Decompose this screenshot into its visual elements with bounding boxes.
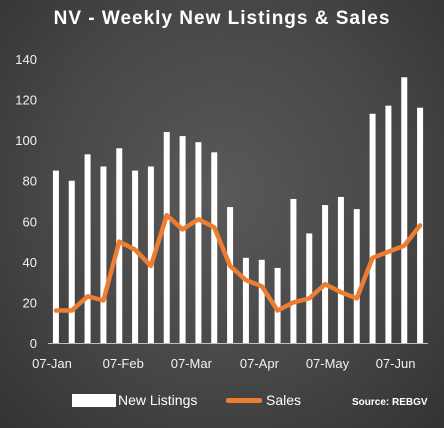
bar-new-listings bbox=[306, 233, 313, 343]
point-sales bbox=[70, 309, 74, 313]
source-note: Source: REBGV bbox=[352, 397, 428, 408]
point-sales bbox=[133, 248, 137, 252]
point-sales bbox=[323, 282, 327, 286]
legend: New Listings Sales bbox=[0, 392, 444, 414]
x-tick-label: 07-Jun bbox=[376, 356, 416, 371]
bar-new-listings bbox=[147, 166, 154, 343]
bar-new-listings bbox=[163, 132, 170, 343]
point-sales bbox=[54, 309, 58, 313]
bar-new-listings bbox=[290, 198, 297, 343]
point-sales bbox=[196, 217, 200, 221]
point-sales bbox=[339, 290, 343, 294]
point-sales bbox=[418, 223, 422, 227]
bar-new-listings bbox=[274, 267, 281, 343]
x-tick-label: 07-Apr bbox=[240, 356, 280, 371]
y-tick-label: 80 bbox=[23, 174, 37, 189]
bar-new-listings bbox=[227, 207, 234, 343]
bar-new-listings bbox=[337, 196, 344, 343]
bar-new-listings bbox=[179, 136, 186, 343]
point-sales bbox=[165, 213, 169, 217]
point-sales bbox=[117, 240, 121, 244]
x-tick-label: 07-May bbox=[306, 356, 350, 371]
point-sales bbox=[371, 256, 375, 260]
point-sales bbox=[212, 225, 216, 229]
y-tick-label: 40 bbox=[23, 255, 37, 270]
bar-new-listings bbox=[322, 205, 329, 343]
bar-new-listings bbox=[52, 170, 59, 343]
point-sales bbox=[181, 227, 185, 231]
chart-title: NV - Weekly New Listings & Sales bbox=[53, 8, 391, 29]
y-tick-label: 0 bbox=[30, 336, 37, 351]
bar-new-listings bbox=[84, 154, 91, 343]
point-sales bbox=[101, 298, 105, 302]
x-tick-label: 07-Mar bbox=[171, 356, 213, 371]
y-tick-label: 140 bbox=[15, 52, 37, 67]
bar-new-listings bbox=[68, 180, 75, 343]
legend-label-sales: Sales bbox=[266, 392, 302, 408]
point-sales bbox=[228, 264, 232, 268]
legend-item-new-listings: New Listings bbox=[72, 392, 197, 408]
point-sales bbox=[149, 264, 153, 268]
x-tick-label: 07-Feb bbox=[103, 356, 144, 371]
legend-item-sales: Sales bbox=[226, 392, 301, 408]
bar-new-listings bbox=[258, 259, 265, 343]
legend-swatch-line bbox=[226, 397, 262, 403]
legend-swatch-bar bbox=[72, 393, 116, 407]
bar-new-listings bbox=[385, 105, 392, 344]
line-sales bbox=[53, 212, 423, 313]
point-sales bbox=[355, 296, 359, 300]
point-sales bbox=[386, 250, 390, 254]
bar-new-listings bbox=[132, 170, 139, 343]
y-tick-label: 120 bbox=[15, 93, 37, 108]
point-sales bbox=[244, 278, 248, 282]
bar-new-listings bbox=[369, 113, 376, 344]
point-sales bbox=[291, 300, 295, 304]
bar-new-listings bbox=[195, 142, 202, 343]
bar-new-listings bbox=[211, 152, 218, 343]
bar-new-listings bbox=[401, 77, 408, 343]
bar-new-listings bbox=[100, 166, 107, 343]
bar-new-listings bbox=[242, 257, 249, 343]
bar-new-listings bbox=[353, 209, 360, 343]
legend-label-new-listings: New Listings bbox=[118, 392, 198, 408]
y-tick-label: 100 bbox=[15, 133, 37, 148]
point-sales bbox=[260, 284, 264, 288]
y-tick-label: 60 bbox=[23, 214, 37, 229]
point-sales bbox=[307, 296, 311, 300]
point-sales bbox=[86, 294, 90, 298]
point-sales bbox=[402, 244, 406, 248]
y-tick-label: 20 bbox=[23, 295, 37, 310]
x-tick-label: 07-Jan bbox=[32, 356, 72, 371]
point-sales bbox=[276, 309, 280, 313]
